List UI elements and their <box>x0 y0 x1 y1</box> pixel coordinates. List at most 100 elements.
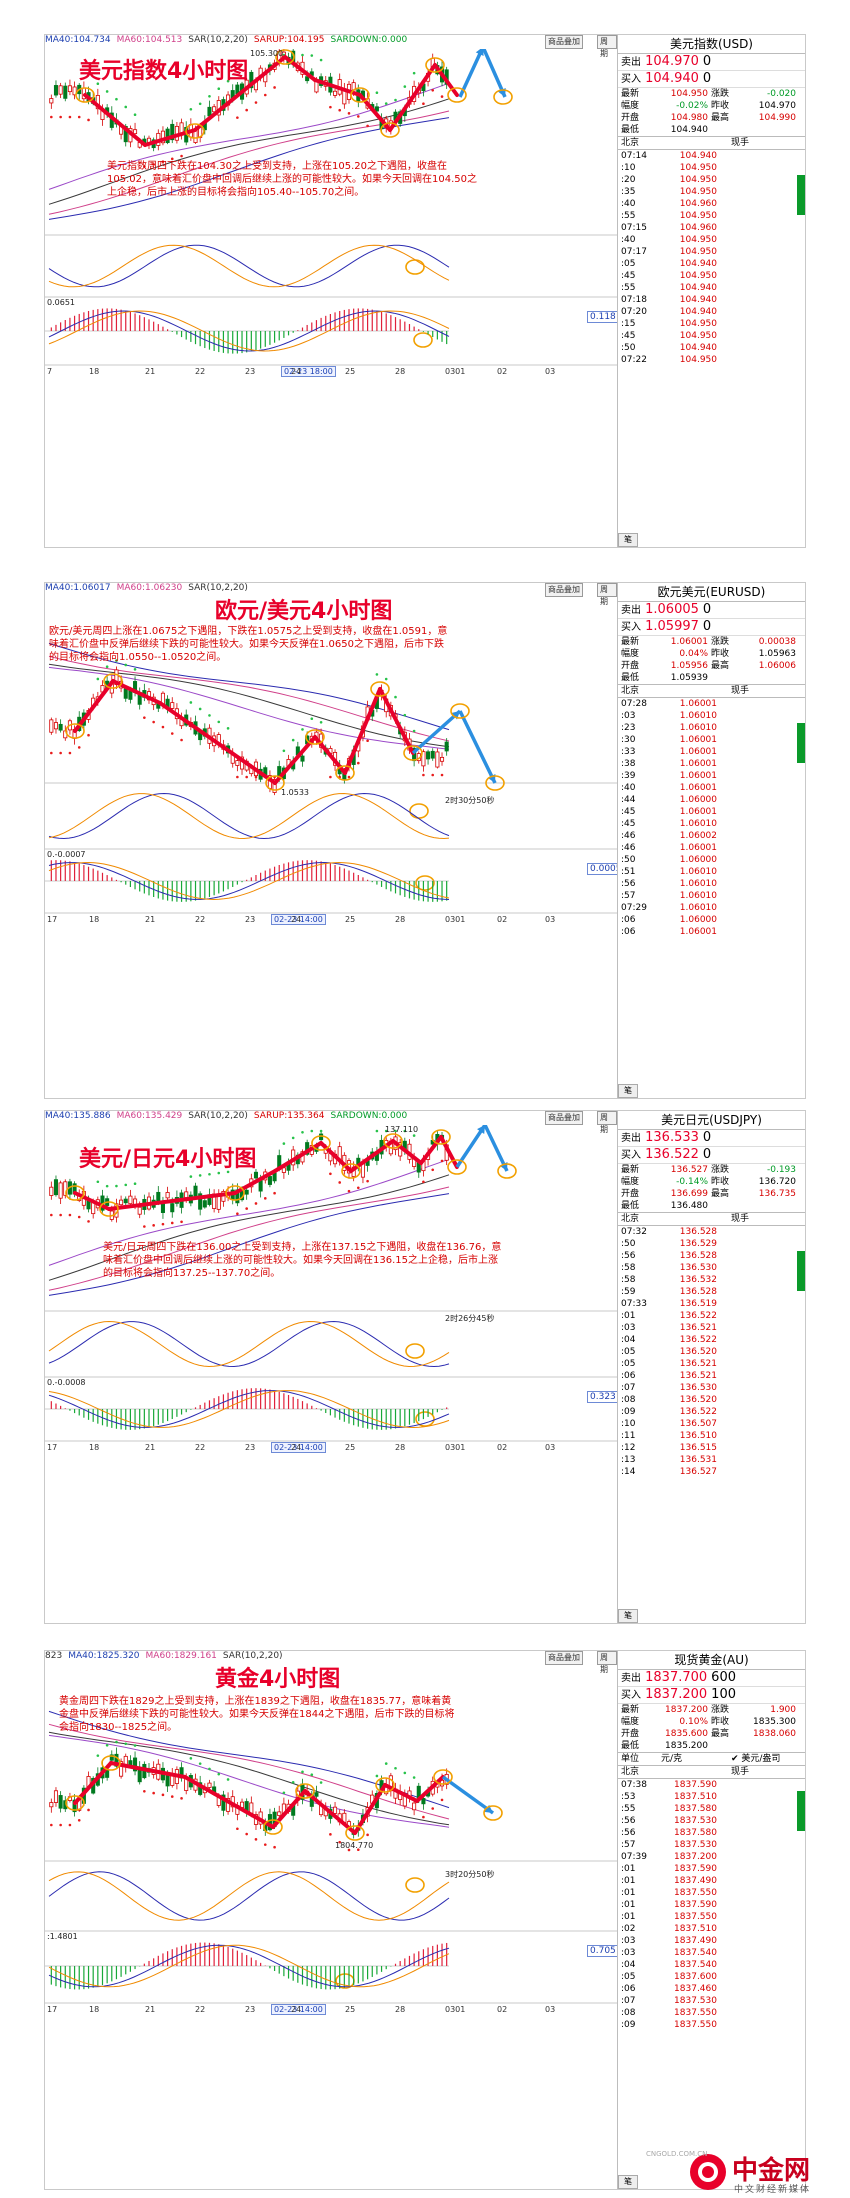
tick-price: 136.521 <box>679 1371 717 1381</box>
period-button[interactable]: 周期 <box>597 1651 617 1674</box>
chart-area: 823 MA40:1825.320 MA60:1829.161 SAR(10,2,20… <box>45 1651 618 2189</box>
period-button[interactable]: 周期 <box>597 1111 617 1134</box>
indicator-label: MA40:1.06017 <box>45 583 111 593</box>
highlight-circle <box>311 1135 331 1151</box>
highlight-circle <box>415 1411 435 1427</box>
unit-header: 单位 元/克 ✔ 美元/盎司 <box>618 1753 805 1766</box>
tick-row: 07:28 1.06001 <box>618 698 805 710</box>
overlay-button[interactable]: 商品叠加 <box>545 1651 583 1665</box>
unit-cell[interactable]: ✔ 美元/盎司 <box>731 1754 781 1764</box>
trend-arrow <box>283 55 317 82</box>
candle-body <box>272 1172 277 1182</box>
tick-time: :56 <box>621 1828 636 1838</box>
highlight-circle <box>225 1185 245 1201</box>
candle-body <box>58 85 63 95</box>
sar-dot <box>384 1762 388 1765</box>
tick-price: 136.520 <box>679 1395 717 1405</box>
sar-dot <box>412 71 416 75</box>
period-button[interactable]: 周期 <box>597 583 617 606</box>
sar-dot <box>254 101 258 104</box>
projection-arrow <box>483 1124 509 1172</box>
sar-dot <box>263 93 267 97</box>
tick-price: 136.522 <box>679 1335 717 1345</box>
x-tick-label: 17 <box>47 1443 58 1452</box>
scroll-bar[interactable] <box>797 1791 805 1831</box>
countdown-label: 3时20分50秒 <box>445 1870 495 1879</box>
candle-body <box>119 1199 124 1206</box>
summary-label: 昨收 <box>711 1177 730 1187</box>
indicator-label: MA60:104.513 <box>116 35 183 45</box>
tick-price: 1837.590 <box>674 1780 717 1790</box>
tick-time: 07:39 <box>621 1852 647 1862</box>
tick-time: :03 <box>621 711 636 721</box>
sar-dot <box>319 721 323 724</box>
sar-dot <box>347 775 351 779</box>
tick-price: 1837.490 <box>674 1876 717 1886</box>
ticks-tab[interactable]: 笔 <box>618 1084 638 1098</box>
tick-time: :40 <box>621 235 636 245</box>
tick-time: 07:32 <box>621 1227 647 1237</box>
highlight-circle <box>65 1795 85 1811</box>
tick-time: :07 <box>621 1383 636 1393</box>
moving-average-line <box>48 655 450 742</box>
moving-average-line <box>48 1158 450 1266</box>
sar-dot <box>87 733 90 737</box>
highlight-circle <box>380 122 400 138</box>
scroll-bar[interactable] <box>797 175 805 215</box>
x-tick-label: 25 <box>345 1443 356 1452</box>
tick-time: 07:22 <box>621 355 647 365</box>
candle-body <box>421 751 426 767</box>
candle-body <box>128 1195 133 1205</box>
x-tick-label: 02 <box>497 2005 508 2014</box>
candle-body <box>170 702 175 709</box>
tick-price: 104.950 <box>679 163 717 173</box>
sar-dot <box>59 1823 62 1827</box>
summary-label: 最高 <box>711 661 730 671</box>
overlay-button[interactable]: 商品叠加 <box>545 1111 583 1125</box>
sar-dot <box>440 95 444 98</box>
overlay-button[interactable]: 商品叠加 <box>545 35 583 49</box>
tick-price: 1837.580 <box>674 1828 717 1838</box>
candle-body <box>253 1171 259 1179</box>
tick-row: 07:39 1837.200 <box>618 1851 805 1863</box>
macd-line <box>48 861 450 901</box>
sar-dot <box>301 1770 304 1774</box>
ticks-tab[interactable]: 笔 <box>618 1609 638 1623</box>
buy-row: 买入 136.522 0 <box>618 1147 805 1164</box>
scroll-bar[interactable] <box>797 723 805 763</box>
highlight-circle <box>295 1783 315 1799</box>
summary-label <box>711 1200 743 1212</box>
candle-body <box>67 85 72 93</box>
summary-value: 1.05963 <box>758 649 796 659</box>
moving-average-line <box>48 1186 450 1291</box>
sar-dot <box>403 713 407 717</box>
sar-dot <box>115 97 118 101</box>
quote-panel: 欧元美元(EURUSD) 卖出 1.06005 0 买入 1.05997 0 最新 1.06… <box>618 583 805 1098</box>
sell-row: 卖出 104.970 0 <box>618 54 805 71</box>
ticks-tab[interactable]: 笔 <box>618 2175 638 2189</box>
sar-dot <box>217 87 221 91</box>
trend-arrow <box>313 78 362 97</box>
period-button[interactable]: 周期 <box>597 35 617 58</box>
tick-price: 1837.540 <box>674 1960 717 1970</box>
candle-body <box>374 106 379 112</box>
tick-row: 07:15 104.960 <box>618 222 805 234</box>
trend-arrow <box>391 1139 423 1165</box>
scroll-bar[interactable] <box>797 1251 805 1291</box>
summary-value: 104.980 <box>670 113 708 123</box>
summary-value <box>743 124 799 136</box>
tick-price: 1837.200 <box>674 1852 717 1862</box>
overlay-button[interactable]: 商品叠加 <box>545 583 583 597</box>
candle-body <box>430 750 435 759</box>
sar-dot <box>198 707 202 711</box>
x-tick-label: 03 <box>545 915 556 924</box>
chart-svg <box>45 1124 617 1442</box>
tick-row: :08 136.520 <box>618 1394 805 1406</box>
tick-header-cell: 北京 <box>621 1767 640 1777</box>
summary-value: 136.527 <box>670 1165 708 1175</box>
sar-dot <box>282 1142 286 1145</box>
ticks-tab[interactable]: 笔 <box>618 533 638 547</box>
tick-time: :11 <box>621 1431 636 1441</box>
tick-time: :12 <box>621 1443 636 1453</box>
candle-body <box>207 1782 212 1788</box>
